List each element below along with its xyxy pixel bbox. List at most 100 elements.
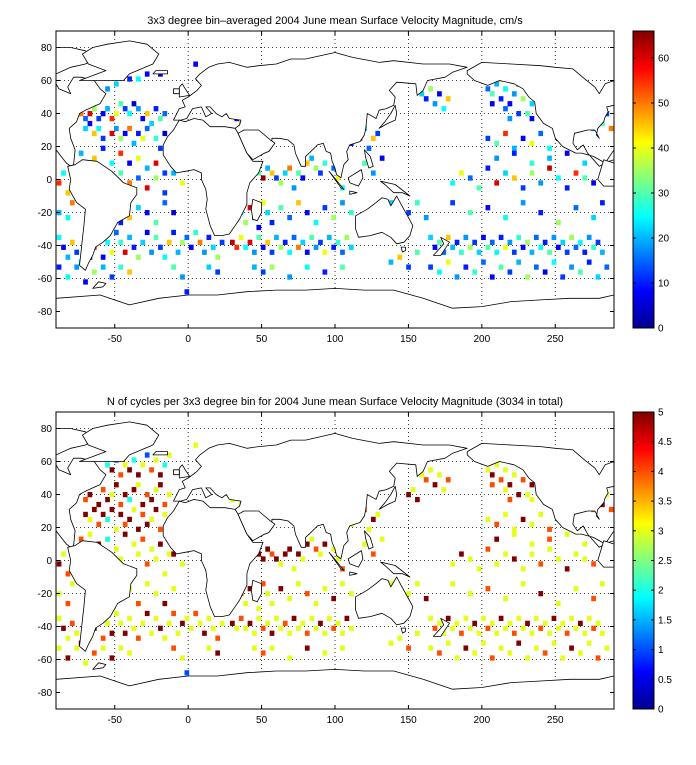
bin-cell <box>91 106 97 112</box>
bin-cell <box>476 249 482 255</box>
bin-cell <box>118 472 124 478</box>
bin-cell <box>140 135 146 142</box>
bin-cell <box>149 516 154 523</box>
bin-cell <box>538 210 544 216</box>
bin-cell <box>564 249 570 255</box>
bin-cell <box>56 234 62 241</box>
bin-cell <box>525 492 530 498</box>
x-tick-label: 200 <box>473 715 490 726</box>
bin-cell <box>247 586 253 592</box>
y-tick-label: -80 <box>38 688 53 699</box>
colorbar-tick-label: 1.5 <box>658 615 672 626</box>
bin-cell <box>529 101 535 107</box>
bin-cell <box>547 165 552 171</box>
bin-cell <box>450 180 455 186</box>
bin-cell <box>144 452 150 458</box>
bin-cell <box>494 81 500 87</box>
bin-cell <box>114 125 119 132</box>
bin-cell <box>197 620 203 626</box>
bin-cell <box>265 591 270 597</box>
bin-cell <box>118 219 124 226</box>
bin-cell <box>109 630 115 636</box>
bin-cell <box>149 467 154 473</box>
bin-cell <box>428 86 433 92</box>
bin-cell <box>252 249 257 255</box>
bin-cell <box>304 541 310 547</box>
bin-cell <box>149 249 154 255</box>
x-tick-label: -50 <box>108 715 123 726</box>
bin-cell <box>459 630 464 636</box>
bin-cell <box>397 635 403 641</box>
bin-cell <box>322 586 328 592</box>
bin-cell <box>153 160 159 166</box>
bin-cell <box>564 566 570 572</box>
bin-cell <box>247 620 253 626</box>
bin-cell <box>131 506 137 513</box>
bin-cell <box>91 650 97 656</box>
bin-cell <box>472 650 478 656</box>
bin-cell <box>114 229 119 236</box>
coastline <box>56 669 614 709</box>
bin-cell <box>171 170 176 176</box>
bin-cell <box>370 170 376 176</box>
bin-cell <box>56 180 62 186</box>
bin-cell <box>282 239 288 245</box>
bin-cell <box>162 635 168 641</box>
bin-cell <box>467 556 473 562</box>
bin-cell <box>533 234 539 241</box>
bin-cell <box>313 165 319 171</box>
bin-cell <box>485 205 491 211</box>
bin-cell <box>454 655 460 661</box>
bin-cell <box>265 165 270 171</box>
bin-cell <box>476 630 482 636</box>
x-tick-label: 150 <box>400 334 417 345</box>
bin-cell <box>547 546 552 552</box>
coastline <box>92 662 107 670</box>
bin-cell <box>529 630 535 636</box>
bin-cell <box>511 531 517 537</box>
bin-cell <box>278 205 284 211</box>
bin-cell <box>573 170 579 176</box>
bin-cell <box>158 472 163 478</box>
bin-cell <box>445 477 451 483</box>
bin-cell <box>608 125 614 132</box>
bin-cell <box>578 620 583 626</box>
bin-cell <box>265 239 270 245</box>
bin-cell <box>282 551 288 557</box>
bin-cell <box>91 269 97 275</box>
y-tick-label: 80 <box>41 424 53 435</box>
bin-cell <box>538 180 544 186</box>
bin-cell <box>494 462 500 468</box>
colorbar-tick-label: 50 <box>658 99 670 110</box>
bin-cell <box>503 487 508 493</box>
bin-cell <box>252 264 257 270</box>
bin-cell <box>520 581 526 587</box>
bin-cell <box>379 536 385 542</box>
bin-cell <box>467 625 473 631</box>
bin-cell <box>184 289 190 295</box>
bin-cell <box>260 244 266 250</box>
bin-cell <box>265 546 270 552</box>
bin-cell <box>415 630 420 636</box>
bin-cell <box>109 467 115 473</box>
bin-cell <box>503 170 508 176</box>
colorbar-tick-label: 1 <box>658 645 664 656</box>
bin-cell <box>166 492 172 498</box>
y-tick-label: 60 <box>41 457 53 468</box>
bin-cell <box>586 234 592 241</box>
bin-cell <box>122 106 128 112</box>
bin-cell <box>96 115 102 122</box>
bin-cell <box>542 269 548 275</box>
bin-cell <box>83 496 88 503</box>
bin-cell <box>520 185 526 191</box>
bin-cell <box>282 620 288 626</box>
bin-cell <box>428 615 433 622</box>
bin-cell <box>238 234 244 241</box>
bin-cell <box>511 150 517 156</box>
bin-cell <box>256 615 262 622</box>
bin-cell <box>467 244 473 250</box>
bin-cell <box>507 115 513 122</box>
bin-cell <box>65 190 71 196</box>
bin-cell <box>269 264 275 270</box>
bin-cell <box>406 210 411 216</box>
